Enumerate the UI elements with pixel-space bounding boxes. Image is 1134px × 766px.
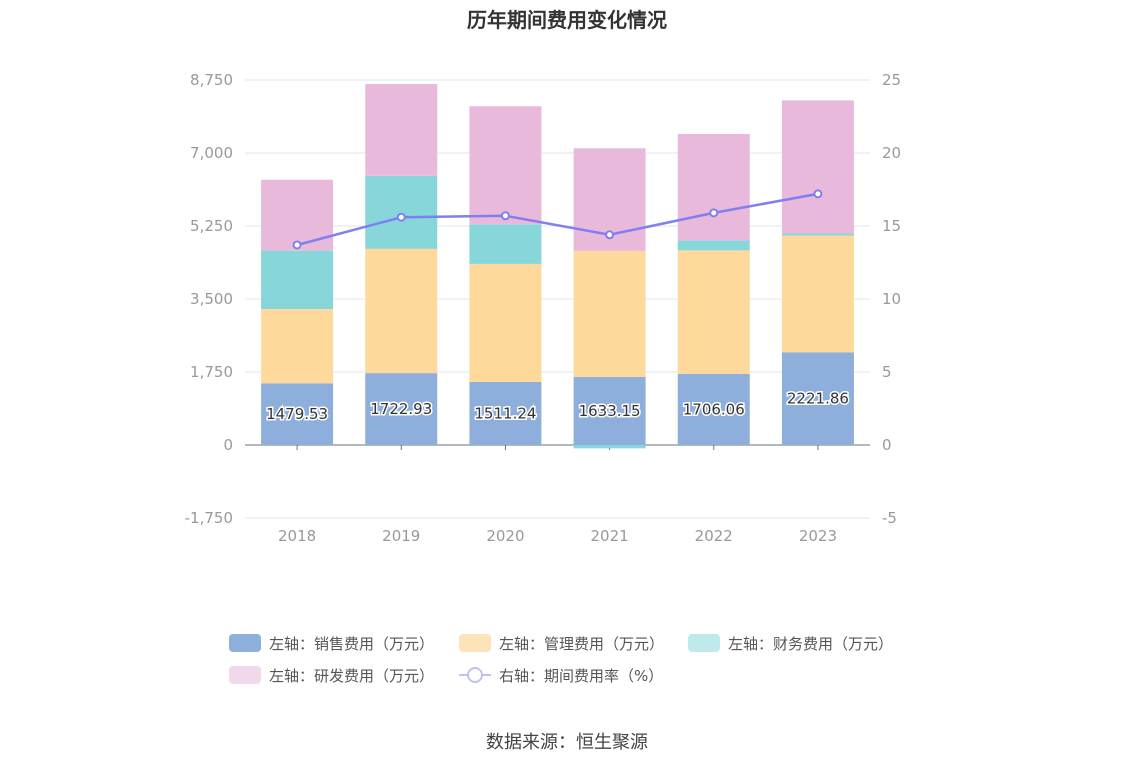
- bar-segment-rd: [469, 106, 542, 225]
- bar-data-label: 1511.24: [474, 404, 536, 422]
- legend-item-rd[interactable]: 左轴：研发费用（万元）: [229, 664, 434, 686]
- bar-segment-sales: [365, 373, 438, 445]
- right-tick-label: -5: [882, 509, 897, 527]
- bar-segment-rd: [781, 100, 854, 234]
- left-tick-label: -1,750: [185, 509, 233, 527]
- bar-data-label: 1706.06: [683, 400, 745, 418]
- x-tick-label: 2020: [486, 527, 524, 545]
- bar-segment-admin: [261, 309, 334, 384]
- bars: [261, 84, 854, 449]
- bar-segment-finance: [677, 240, 750, 251]
- bar-segment-sales: [781, 352, 854, 445]
- rate-point: [709, 208, 719, 218]
- left-tick-label: 0: [223, 436, 233, 454]
- rate-point: [813, 189, 823, 199]
- left-tick-label: 8,750: [190, 71, 233, 89]
- bar-segment-rd: [365, 84, 438, 176]
- right-tick-label: 5: [882, 363, 892, 381]
- legend-label-admin: 左轴：管理费用（万元）: [499, 634, 665, 653]
- bar-segment-finance: [261, 250, 334, 310]
- bar-segment-admin: [365, 248, 438, 374]
- rate-point: [605, 230, 615, 240]
- legend-swatch-rd: [229, 666, 261, 684]
- bar-segment-admin: [573, 250, 646, 377]
- right-tick-label: 15: [882, 217, 901, 235]
- rate-point: [396, 212, 406, 222]
- legend-swatch-sales: [229, 634, 261, 652]
- right-tick-label: 20: [882, 144, 901, 162]
- left-tick-label: 7,000: [190, 144, 233, 162]
- bar-segment-sales: [573, 376, 646, 445]
- bar-segment-rd: [677, 133, 750, 241]
- legend-swatch-finance: [688, 634, 720, 652]
- legend-swatch-rate: [459, 666, 491, 684]
- bar-data-label: 1479.53: [266, 405, 328, 423]
- bar-segment-admin: [781, 235, 854, 353]
- bar-segment-sales: [677, 373, 750, 445]
- x-tick-label: 2023: [799, 527, 837, 545]
- left-tick-label: 5,250: [190, 217, 233, 235]
- data-labels: 1479.53 1722.93 1511.24 1633.15 1706.06 2221.…: [265, 388, 851, 424]
- legend-label-sales: 左轴：销售费用（万元）: [269, 634, 435, 653]
- x-tick-label: 2021: [590, 527, 628, 545]
- rate-point: [500, 211, 510, 221]
- bar-segment-admin: [677, 250, 750, 374]
- right-tick-label: 25: [882, 71, 901, 89]
- legend-swatch-admin: [459, 634, 491, 652]
- legend-item-finance[interactable]: 左轴：财务费用（万元）: [688, 632, 893, 654]
- source-note: 数据来源：恒生聚源: [486, 732, 648, 753]
- bar-segment-sales: [469, 381, 542, 445]
- bar-segment-finance: [781, 233, 854, 236]
- bar-segment-admin: [469, 263, 542, 382]
- legend-item-sales[interactable]: 左轴：销售费用（万元）: [229, 632, 434, 654]
- axes: -1,750 0 1,750 3,500 5,250 7,000 8,750 -5 0 5 10 15…: [185, 71, 901, 545]
- x-tick-label: 2019: [382, 527, 420, 545]
- x-tick-label: 2022: [695, 527, 733, 545]
- bar-data-label: 2221.86: [787, 390, 849, 408]
- bar-segment-finance: [469, 224, 542, 264]
- rate-line: [292, 189, 823, 250]
- bar-segment-sales: [261, 383, 334, 445]
- bar-data-label: 1722.93: [370, 400, 432, 418]
- right-tick-label: 0: [882, 436, 892, 454]
- legend-item-admin[interactable]: 左轴：管理费用（万元）: [459, 632, 664, 654]
- bar-segment-rd: [261, 179, 334, 251]
- legend-label-finance: 左轴：财务费用（万元）: [728, 634, 894, 653]
- rate-point: [292, 240, 302, 250]
- legend-item-rate[interactable]: 右轴：期间费用率（%）: [459, 664, 663, 686]
- bar-segment-finance: [573, 445, 646, 449]
- rate-line-path: [296, 192, 819, 247]
- right-tick-label: 10: [882, 290, 901, 308]
- x-tick-label: 2018: [278, 527, 316, 545]
- left-tick-label: 1,750: [190, 363, 233, 381]
- left-tick-label: 3,500: [190, 290, 233, 308]
- legend-label-rd: 左轴：研发费用（万元）: [269, 666, 435, 685]
- legend-label-rate: 右轴：期间费用率（%）: [499, 666, 664, 685]
- chart-title: 历年期间费用变化情况: [467, 8, 667, 32]
- grid-lines: [245, 79, 870, 519]
- bar-segment-finance: [365, 175, 438, 249]
- bar-data-label: 1633.15: [579, 402, 641, 420]
